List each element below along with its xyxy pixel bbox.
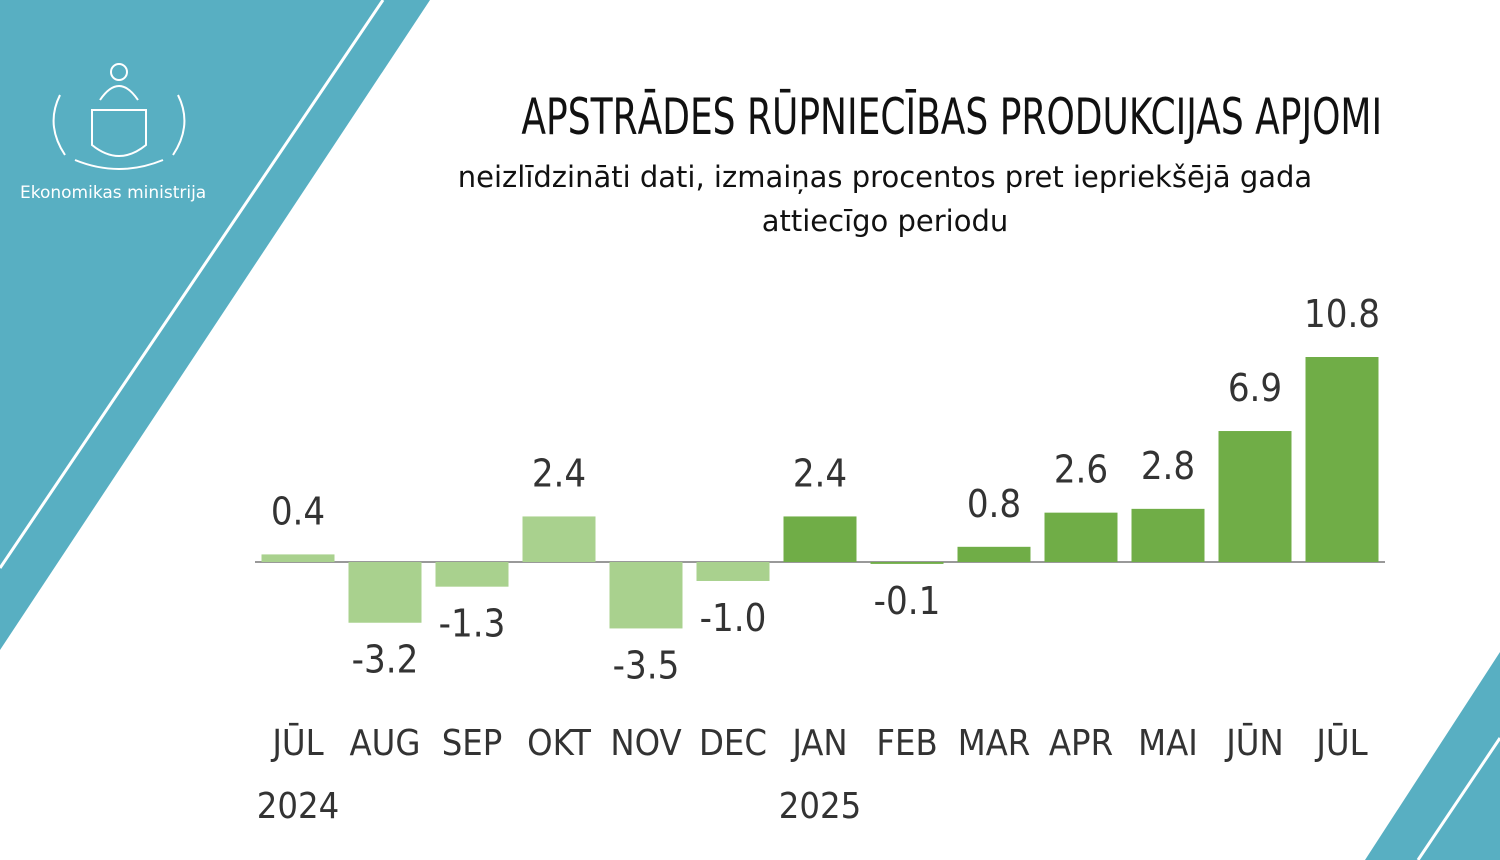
x-tick-label: AUG [350, 723, 421, 764]
coat-of-arms [52, 63, 186, 170]
value-label: 0.4 [271, 489, 325, 533]
chart-title: APSTRĀDES RŪPNIECĪBAS PRODUKCIJAS APJOMI [521, 88, 1383, 146]
x-tick-label: JAN [790, 723, 847, 764]
x-tick-label: JŪL [1314, 723, 1367, 764]
x-tick-label: SEP [442, 723, 503, 764]
year-label: 2025 [779, 786, 861, 827]
bar [1131, 508, 1205, 562]
bar [348, 562, 422, 623]
value-label: -3.5 [613, 643, 680, 687]
bar [261, 554, 335, 562]
decor-corner [1365, 652, 1500, 860]
decor-line [0, 0, 385, 569]
x-tick-label: APR [1049, 723, 1113, 764]
chart-subtitle: neizlīdzināti dati, izmaiņas procentos p… [457, 160, 1313, 238]
value-label: 2.4 [793, 451, 847, 495]
x-tick-label: MAR [958, 723, 1031, 764]
value-label: -1.0 [700, 596, 767, 640]
bar [1044, 512, 1118, 562]
x-tick-label: MAI [1138, 723, 1198, 764]
value-label: 2.6 [1054, 448, 1108, 492]
bar [435, 562, 509, 587]
bar [696, 562, 770, 581]
bar [870, 562, 944, 564]
value-label: 0.8 [967, 482, 1021, 526]
value-label: 10.8 [1304, 292, 1380, 336]
value-label: -1.3 [439, 602, 506, 646]
bar [1218, 431, 1292, 562]
decor-line [1416, 737, 1500, 860]
x-tick-label: JŪL [270, 723, 323, 764]
bar [783, 516, 857, 562]
bar [1305, 357, 1379, 562]
bar [957, 546, 1031, 562]
value-label: 6.9 [1228, 366, 1282, 410]
value-label: -0.1 [874, 579, 941, 623]
x-tick-label: JŪN [1224, 723, 1283, 764]
x-tick-label: FEB [876, 723, 937, 764]
x-tick-label: OKT [527, 723, 591, 764]
value-label: -3.2 [352, 638, 419, 682]
bar [522, 516, 596, 562]
year-label: 2024 [257, 786, 339, 827]
x-tick-label: DEC [699, 723, 767, 764]
value-label: 2.8 [1141, 444, 1195, 488]
decor-band [0, 0, 430, 650]
bar [609, 562, 683, 629]
x-tick-label: NOV [610, 723, 681, 764]
organization: Ekonomikas ministrija [20, 183, 207, 203]
value-label: 2.4 [532, 451, 586, 495]
